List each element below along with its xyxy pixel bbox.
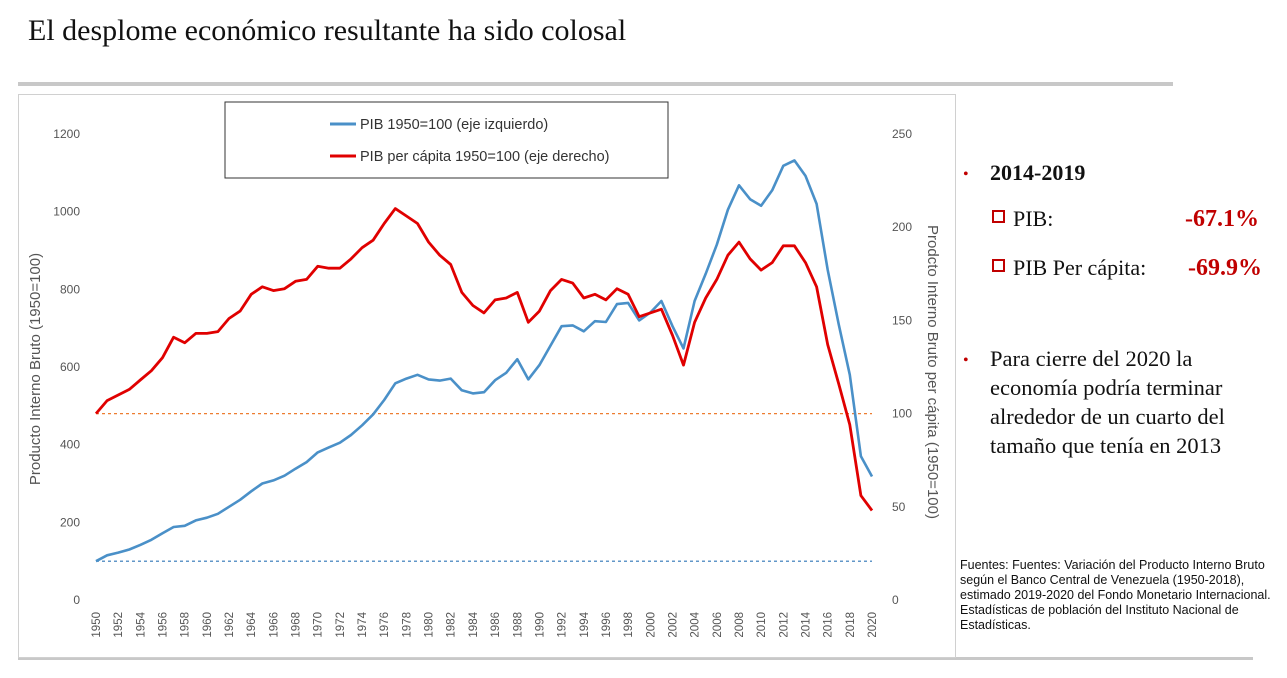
y-left-axis-title: Producto Interno Bruto (1950=100) bbox=[27, 253, 44, 485]
pib-per-capita-row: PIB Per cápita: bbox=[992, 255, 1146, 281]
x-tick-label: 1982 bbox=[446, 612, 458, 638]
y-left-tick-label: 800 bbox=[60, 282, 80, 296]
page-title: El desplome económico resultante ha sido… bbox=[28, 14, 627, 47]
x-tick-label: 1984 bbox=[468, 611, 480, 637]
x-tick-label: 1972 bbox=[335, 612, 347, 638]
pib-value: -67.1% bbox=[1185, 206, 1259, 232]
note-line: Para cierre del 2020 la bbox=[990, 346, 1193, 371]
y-right-tick-label: 50 bbox=[892, 500, 906, 514]
checkbox-square-icon bbox=[992, 259, 1005, 272]
x-tick-label: 2012 bbox=[778, 612, 790, 638]
y-right-tick-label: 100 bbox=[892, 407, 912, 421]
note-line: tamaño que tenía en 2013 bbox=[990, 433, 1222, 458]
x-tick-label: 1980 bbox=[424, 612, 436, 638]
x-tick-label: 1992 bbox=[557, 612, 569, 638]
x-tick-label: 2016 bbox=[823, 612, 835, 638]
line-chart: 0 200 400 600 800 1000 1200 0 50 100 150 200 250 1950… bbox=[27, 101, 941, 638]
x-tick-label: 1960 bbox=[202, 612, 214, 638]
note-line: alrededor de un cuarto del bbox=[990, 404, 1225, 429]
x-tick-label: 1958 bbox=[180, 612, 192, 638]
x-tick-label: 1966 bbox=[268, 612, 280, 638]
pib-label: PIB: bbox=[1013, 206, 1054, 231]
x-tick-label: 1978 bbox=[401, 612, 413, 638]
x-tick-label: 1976 bbox=[379, 612, 391, 638]
x-tick-label: 1994 bbox=[579, 611, 591, 637]
y-right-axis-title: Prodcto Interno Bruto per cápita (1950=1… bbox=[924, 225, 941, 519]
y-left-tick-label: 400 bbox=[60, 438, 80, 452]
chart-frame bbox=[18, 94, 956, 658]
y-left-tick-label: 1200 bbox=[53, 127, 80, 141]
x-tick-label: 1986 bbox=[490, 612, 502, 638]
legend-label: PIB 1950=100 (eje izquierdo) bbox=[360, 117, 548, 133]
x-tick-label: 1954 bbox=[135, 611, 147, 637]
x-tick-label: 2010 bbox=[756, 612, 768, 638]
bottom-divider bbox=[18, 657, 1253, 660]
x-tick-label: 2020 bbox=[867, 612, 879, 638]
x-tick-label: 2004 bbox=[690, 611, 702, 637]
x-tick-label: 1962 bbox=[224, 612, 236, 638]
x-tick-label: 1990 bbox=[534, 612, 546, 638]
x-tick-label: 1968 bbox=[291, 612, 303, 638]
bullet-icon: • bbox=[963, 166, 969, 183]
x-tick-label: 2008 bbox=[734, 612, 746, 638]
x-tick-label: 2014 bbox=[800, 611, 812, 637]
source-note: Fuentes: Fuentes: Variación del Producto… bbox=[960, 558, 1271, 632]
note-text: Para cierre del 2020 la economía podría … bbox=[990, 344, 1225, 460]
x-tick-label: 1956 bbox=[158, 612, 170, 638]
y-left-tick-label: 0 bbox=[73, 593, 80, 607]
y-left-tick-label: 600 bbox=[60, 360, 80, 374]
bullet-icon: • bbox=[963, 352, 969, 369]
x-tick-label: 1988 bbox=[512, 612, 524, 638]
x-tick-label: 2002 bbox=[667, 612, 679, 638]
checkbox-square-icon bbox=[992, 210, 1005, 223]
top-divider bbox=[18, 82, 1173, 86]
y-right-tick-label: 0 bbox=[892, 593, 899, 607]
y-left-tick-label: 200 bbox=[60, 515, 80, 529]
x-tick-label: 1952 bbox=[113, 612, 125, 638]
series-line bbox=[95, 159, 874, 563]
legend-box bbox=[224, 101, 669, 179]
pib-row: PIB: bbox=[992, 206, 1053, 232]
x-tick-label: 1974 bbox=[357, 611, 369, 637]
x-tick-label: 1998 bbox=[623, 612, 635, 638]
y-right-tick-label: 250 bbox=[892, 127, 912, 141]
legend-label: PIB per cápita 1950=100 (eje derecho) bbox=[360, 149, 610, 165]
pib-per-capita-value: -69.9% bbox=[1188, 255, 1262, 281]
x-tick-label: 1970 bbox=[313, 612, 325, 638]
x-tick-label: 2000 bbox=[645, 612, 657, 638]
note-line: economía podría terminar bbox=[990, 375, 1223, 400]
pib-per-capita-label: PIB Per cápita: bbox=[1013, 255, 1147, 280]
x-tick-label: 1950 bbox=[91, 612, 103, 638]
x-tick-label: 1964 bbox=[246, 611, 258, 637]
x-tick-label: 1996 bbox=[601, 612, 613, 638]
series-line bbox=[94, 207, 874, 512]
y-right-tick-label: 150 bbox=[892, 313, 912, 327]
y-left-tick-label: 1000 bbox=[53, 205, 80, 219]
x-tick-label: 2006 bbox=[712, 612, 724, 638]
x-tick-label: 2018 bbox=[845, 612, 857, 638]
summary-heading: 2014-2019 bbox=[990, 160, 1086, 185]
y-right-tick-label: 200 bbox=[892, 220, 912, 234]
